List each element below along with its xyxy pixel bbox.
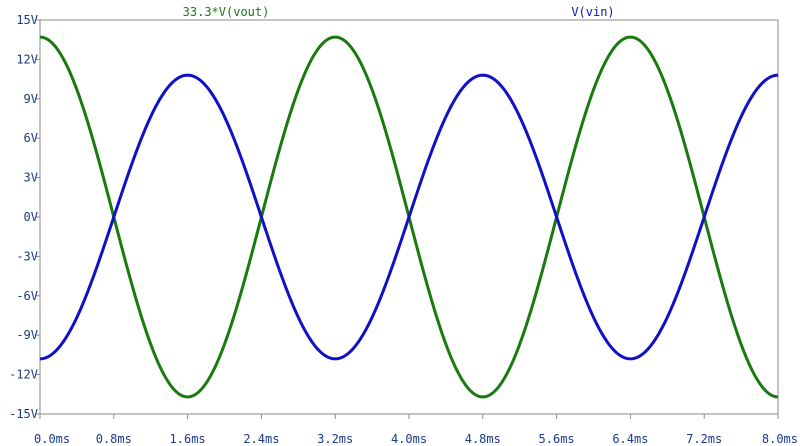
x-tick-label: 1.6ms bbox=[170, 432, 206, 446]
x-tick-label: 6.4ms bbox=[612, 432, 648, 446]
series-line-vin bbox=[39, 73, 779, 361]
y-tick-label: -3V bbox=[16, 249, 38, 263]
x-tick-label: 2.4ms bbox=[243, 432, 279, 446]
x-tick-label: 5.6ms bbox=[539, 432, 575, 446]
y-tick-label: -12V bbox=[9, 368, 38, 382]
x-tick-label: 4.0ms bbox=[391, 432, 427, 446]
series-layer bbox=[39, 35, 779, 399]
x-tick-label: 7.2ms bbox=[686, 432, 722, 446]
y-tick-label: 6V bbox=[24, 131, 38, 145]
legend-vout: 33.3*V(vout) bbox=[183, 5, 270, 19]
y-tick-label: -9V bbox=[16, 328, 38, 342]
y-tick-label: -15V bbox=[9, 407, 38, 421]
y-tick-label: -6V bbox=[16, 289, 38, 303]
x-tick-label: 4.8ms bbox=[465, 432, 501, 446]
y-tick-label: 3V bbox=[24, 171, 38, 185]
x-tick-label: 8.0ms bbox=[762, 432, 798, 446]
x-tick-label: 3.2ms bbox=[317, 432, 353, 446]
y-tick-label: 12V bbox=[16, 52, 38, 66]
y-tick-label: 9V bbox=[24, 92, 38, 106]
axis-ticks: 15V 12V 9V 6V 3V 0V -3V -6V -9V -12V -15V 0.0ms 0.8m… bbox=[9, 13, 798, 446]
x-tick-label: 0.0ms bbox=[34, 432, 70, 446]
y-tick-label: 15V bbox=[16, 13, 38, 27]
legend: 33.3*V(vout) V(vin) bbox=[183, 5, 615, 19]
x-tick-label: 0.8ms bbox=[96, 432, 132, 446]
y-tick-label: 0V bbox=[24, 210, 38, 224]
legend-vin: V(vin) bbox=[571, 5, 614, 19]
